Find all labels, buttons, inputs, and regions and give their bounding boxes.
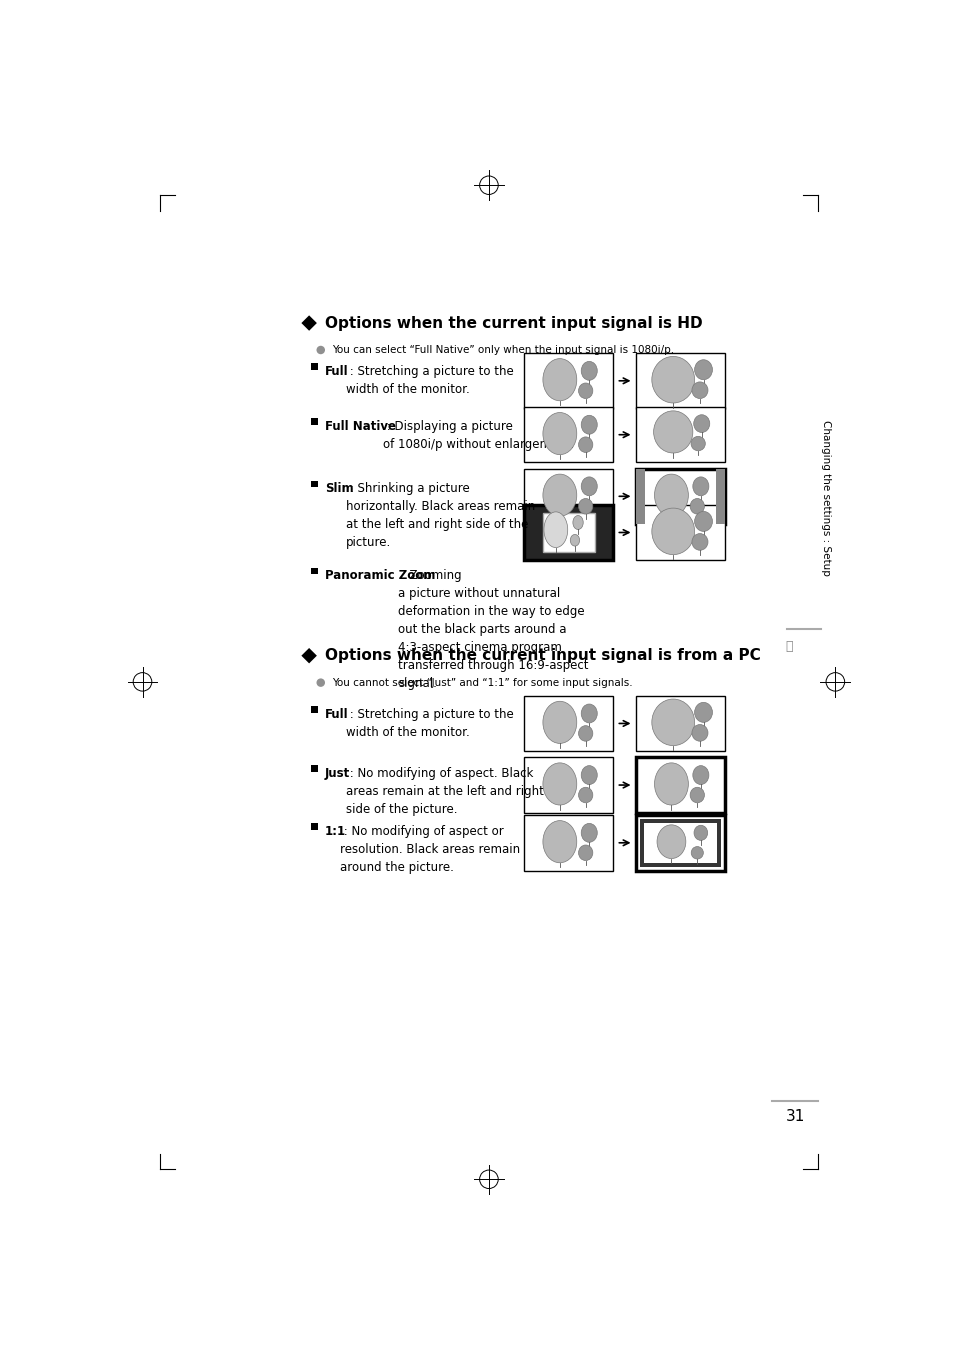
Bar [523,815,613,870]
Ellipse shape [578,384,592,399]
Text: : Stretching a picture to the
width of the monitor.: : Stretching a picture to the width of t… [345,365,513,396]
Bar [523,505,613,561]
Ellipse shape [542,474,577,516]
Ellipse shape [689,788,703,802]
Ellipse shape [653,411,692,453]
Bar [635,815,724,870]
Text: Panoramic Zoom: Panoramic Zoom [324,570,435,582]
Ellipse shape [694,512,712,531]
Bar [523,407,613,462]
Bar [311,707,317,713]
Ellipse shape [689,499,703,513]
Text: Options when the current input signal is from a PC: Options when the current input signal is… [324,648,760,663]
Ellipse shape [693,825,707,840]
Text: : No modifying of aspect. Black
areas remain at the left and right
side of the p: : No modifying of aspect. Black areas re… [345,767,543,816]
Ellipse shape [580,362,597,380]
Text: 31: 31 [784,1109,804,1124]
Text: Full: Full [324,365,348,378]
Ellipse shape [542,358,577,401]
Ellipse shape [654,763,688,805]
Ellipse shape [542,412,577,455]
Bar [523,353,613,408]
Ellipse shape [690,436,704,451]
Ellipse shape [691,847,702,859]
Bar [542,513,594,553]
Text: 1:1: 1:1 [324,825,345,838]
Bar [523,696,613,751]
Polygon shape [301,315,316,331]
Ellipse shape [693,415,709,432]
Ellipse shape [580,477,597,496]
Ellipse shape [542,701,577,743]
Bar [635,469,644,524]
Ellipse shape [580,415,597,434]
Ellipse shape [578,436,592,453]
Bar [716,469,724,524]
Polygon shape [301,648,316,663]
Ellipse shape [578,499,592,513]
Ellipse shape [657,825,685,858]
Ellipse shape [573,516,582,530]
Text: : Stretching a picture to the
width of the monitor.: : Stretching a picture to the width of t… [345,708,513,739]
Ellipse shape [691,724,707,742]
Ellipse shape [692,477,708,496]
Ellipse shape [651,357,694,403]
Circle shape [316,678,325,686]
Bar [635,505,724,561]
Bar [311,823,317,830]
Bar [311,766,317,773]
Ellipse shape [580,766,597,785]
Text: You can select “Full Native” only when the input signal is 1080i/p.: You can select “Full Native” only when t… [332,345,674,355]
Bar [523,758,613,813]
Bar [643,823,717,863]
Bar [311,362,317,370]
Text: Full: Full [324,708,348,721]
Text: Full Native: Full Native [324,420,395,434]
Ellipse shape [580,823,597,842]
Bar [635,758,724,813]
Text: Slim: Slim [324,482,353,496]
Ellipse shape [570,535,579,546]
Ellipse shape [542,763,577,805]
Ellipse shape [578,725,592,742]
Ellipse shape [578,788,592,802]
Ellipse shape [543,512,567,547]
Text: Just: Just [324,767,350,781]
Ellipse shape [542,820,577,863]
Text: You cannot select “Just” and “1:1” for some input signals.: You cannot select “Just” and “1:1” for s… [332,678,633,688]
Text: : No modifying of aspect or
resolution. Black areas remain
around the picture.: : No modifying of aspect or resolution. … [340,825,520,874]
Bar [523,469,613,524]
Ellipse shape [691,534,707,550]
Text: 🔧: 🔧 [785,640,792,653]
Ellipse shape [654,474,688,516]
Bar [635,353,724,408]
Bar [639,819,720,867]
Ellipse shape [651,698,694,746]
Text: Changing the settings : Setup: Changing the settings : Setup [820,420,830,576]
Text: : Zooming
a picture without unnatural
deformation in the way to edge
out the bla: : Zooming a picture without unnatural de… [398,570,588,690]
Bar [635,407,724,462]
Ellipse shape [651,508,694,555]
Bar [311,567,317,574]
Text: Options when the current input signal is HD: Options when the current input signal is… [324,316,701,331]
Ellipse shape [580,704,597,723]
Ellipse shape [694,703,712,723]
Bar [635,469,724,524]
Text: : Shrinking a picture
horizontally. Black areas remain
at the left and right sid: : Shrinking a picture horizontally. Blac… [345,482,535,550]
Bar [311,419,317,426]
Ellipse shape [692,766,708,785]
Ellipse shape [694,359,712,380]
Ellipse shape [578,844,592,861]
Bar [635,696,724,751]
Bar [311,481,317,488]
Circle shape [316,346,325,354]
Text: : Displaying a picture
of 1080i/p without enlargement.: : Displaying a picture of 1080i/p withou… [382,420,574,451]
Ellipse shape [691,382,707,399]
